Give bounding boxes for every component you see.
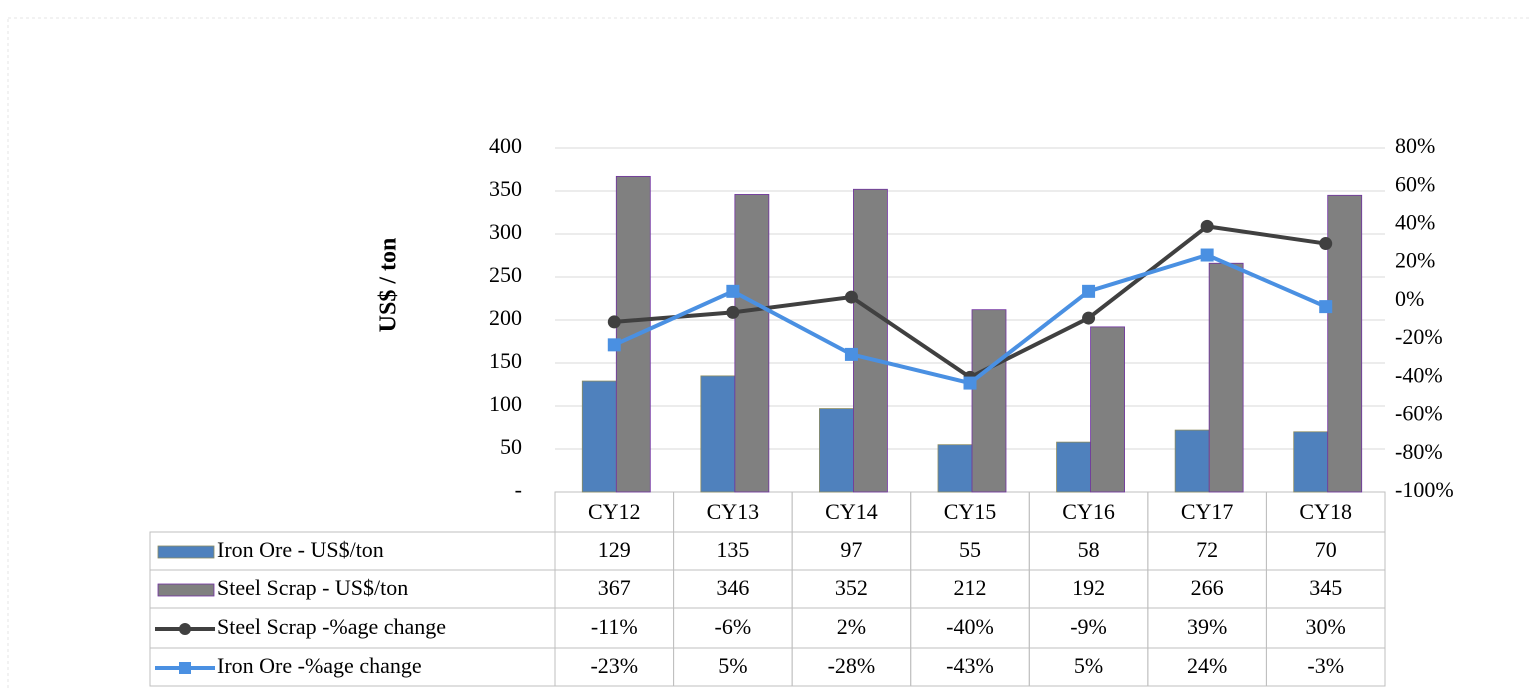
marker: [844, 290, 858, 304]
table-value: -11%: [591, 614, 638, 639]
bar: [1174, 429, 1210, 493]
x-tick-label: CY15: [944, 499, 997, 524]
y-axis-title: US$ / ton: [376, 238, 402, 333]
marker: [726, 284, 740, 298]
marker: [1200, 219, 1214, 233]
legend-label: Iron Ore - US$/ton: [217, 537, 384, 562]
legend-swatch: [157, 583, 215, 597]
x-tick-label: CY12: [588, 499, 641, 524]
y-tick-label: 100: [489, 391, 522, 416]
table-value: 2%: [837, 614, 866, 639]
legend-label: Steel Scrap - US$/ton: [217, 575, 408, 600]
table-value: 72: [1196, 537, 1218, 562]
y-tick-label: 350: [489, 176, 522, 201]
bar: [1293, 431, 1329, 493]
y-tick-label: -: [515, 477, 522, 502]
table-value: 30%: [1306, 614, 1346, 639]
table-value: 266: [1191, 575, 1224, 600]
table-value: -3%: [1307, 653, 1344, 678]
table-value: 352: [835, 575, 868, 600]
table-value: 97: [840, 537, 862, 562]
y2-tick-label: 40%: [1395, 209, 1435, 234]
y-tick-label: 300: [489, 219, 522, 244]
table-value: 58: [1078, 537, 1100, 562]
bar: [700, 375, 736, 493]
y-tick-label: 150: [489, 348, 522, 373]
table-value: 192: [1072, 575, 1105, 600]
bar: [819, 408, 854, 493]
y2-tick-label: 0%: [1395, 286, 1424, 311]
x-tick-label: CY13: [707, 499, 760, 524]
marker: [726, 305, 740, 319]
y2-tick-label: -20%: [1395, 324, 1443, 349]
x-tick-label: CY14: [825, 499, 878, 524]
y2-tick-label: 80%: [1395, 133, 1435, 158]
y2-tick-label: -100%: [1395, 477, 1454, 502]
table-value: 346: [716, 575, 749, 600]
marker: [1082, 311, 1096, 325]
legend-marker: [179, 623, 191, 635]
table-value: -6%: [715, 614, 752, 639]
table-value: -9%: [1070, 614, 1107, 639]
marker: [844, 347, 858, 361]
bar: [1208, 262, 1244, 493]
table-value: -28%: [828, 653, 876, 678]
y-tick-label: 400: [489, 133, 522, 158]
marker: [607, 338, 621, 352]
y2-tick-label: 60%: [1395, 171, 1435, 196]
marker: [1200, 248, 1214, 262]
marker: [1082, 284, 1096, 298]
table-value: 24%: [1187, 653, 1227, 678]
table-value: -23%: [590, 653, 638, 678]
x-tick-label: CY16: [1062, 499, 1115, 524]
y-tick-label: 50: [500, 434, 522, 459]
bar: [937, 444, 973, 493]
y2-tick-label: -80%: [1395, 439, 1443, 464]
marker: [1319, 237, 1333, 251]
table-value: 70: [1315, 537, 1337, 562]
bar: [1090, 326, 1125, 493]
marker: [607, 315, 621, 329]
x-tick-label: CY17: [1181, 499, 1234, 524]
table-value: 5%: [1074, 653, 1103, 678]
bar: [971, 309, 1007, 493]
y-tick-label: 250: [489, 262, 522, 287]
marker: [963, 376, 977, 390]
bar: [1327, 194, 1363, 493]
y2-tick-label: -40%: [1395, 362, 1443, 387]
table-value: 135: [716, 537, 749, 562]
bar: [853, 188, 888, 493]
frame: [7, 17, 1529, 688]
y2-tick-label: -60%: [1395, 401, 1443, 426]
table-value: 39%: [1187, 614, 1227, 639]
legend-marker: [179, 662, 191, 674]
bar: [1056, 441, 1091, 493]
bar: [581, 380, 617, 493]
table-value: 367: [598, 575, 631, 600]
table-value: 345: [1309, 575, 1342, 600]
table-value: 55: [959, 537, 981, 562]
legend-label: Iron Ore -%age change: [217, 653, 422, 678]
y-tick-label: 200: [489, 305, 522, 330]
legend-swatch: [157, 545, 215, 559]
table-cell: [149, 647, 556, 687]
table-value: 212: [954, 575, 987, 600]
x-tick-label: CY18: [1299, 499, 1352, 524]
table-value: 129: [598, 537, 631, 562]
table-value: 5%: [718, 653, 747, 678]
bar: [734, 194, 770, 493]
legend-label: Steel Scrap -%age change: [217, 614, 446, 639]
table-value: -43%: [946, 653, 994, 678]
y2-tick-label: 20%: [1395, 248, 1435, 273]
table-value: -40%: [946, 614, 994, 639]
marker: [1319, 300, 1333, 314]
